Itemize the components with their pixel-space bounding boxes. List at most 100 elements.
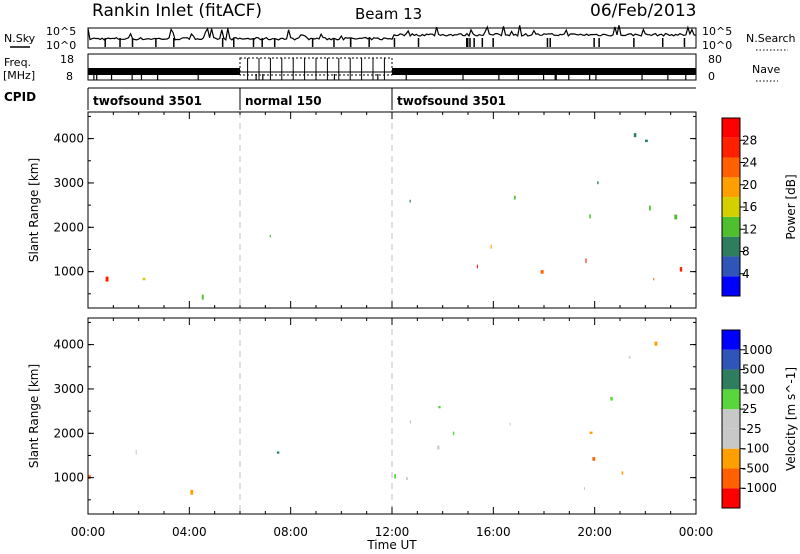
x-tick-label: 08:00 [273, 525, 308, 539]
power-ylabel: Slant Range [km] [27, 158, 41, 262]
echo-cell [409, 199, 411, 203]
x-tick-label: 00:00 [679, 525, 714, 539]
echo-cell [589, 431, 593, 434]
colorbar-tick-label: 24 [742, 156, 757, 170]
echo-cell [438, 405, 441, 409]
nave-tick-bottom: 0 [708, 70, 715, 83]
y-tick-label: 4000 [53, 132, 84, 146]
echo-cell [649, 205, 651, 211]
date-label: 06/Feb/2013 [590, 1, 696, 21]
echo-cell [674, 214, 678, 220]
colorbar-swatch [722, 177, 740, 198]
velocity-ylabel: Slant Range [km] [27, 364, 41, 468]
y-tick-label: 3000 [53, 382, 84, 396]
colorbar-tick-label: 4 [742, 267, 750, 281]
echo-cell [142, 277, 146, 281]
colorbar-tick-label: -25 [742, 422, 762, 436]
echo-cell [437, 445, 440, 450]
colorbar-swatch [722, 369, 740, 390]
colorbar-swatch [722, 236, 740, 257]
echo-cell [592, 457, 596, 461]
colorbar-tick-label: 1000 [742, 343, 773, 357]
freq-unit-label: [MHz] [3, 69, 35, 82]
echo-cell [135, 449, 137, 455]
velocity-colorbar: Velocity [m s^-1] -1000 -500 -100 -25 25 100 5… [721, 329, 798, 509]
echo-cell [540, 270, 544, 274]
noise-tick-bottom: 10^0 [46, 39, 76, 52]
echo-cell [583, 487, 585, 490]
freq-tick-bottom: 8 [66, 70, 73, 83]
colorbar-tick-label: 100 [742, 382, 765, 396]
cpid-segment-label: normal 150 [245, 94, 322, 108]
x-tick-label: 12:00 [375, 525, 410, 539]
cpid-segment-label: twofsound 3501 [397, 94, 506, 108]
echo-cell [201, 294, 204, 300]
echo-cell [490, 244, 492, 249]
colorbar-swatch [722, 349, 740, 370]
echo-cell [628, 356, 631, 359]
x-tick-label: 04:00 [172, 525, 207, 539]
echo-cell [654, 341, 658, 346]
freq-label: Freq. [4, 56, 31, 69]
nsearch-label: N.Search [746, 32, 796, 45]
echo-cell [621, 471, 624, 475]
freq-band-1 [88, 68, 240, 75]
y-tick-label: 2000 [53, 426, 84, 440]
power-scatter: 1000 2000 3000 4000 [53, 112, 697, 308]
noise-tick-top-right: 10^5 [702, 25, 732, 38]
echo-cell [589, 214, 591, 219]
colorbar-tick-label: 28 [742, 133, 757, 147]
noise-trace [87, 25, 697, 47]
x-axis-label: Time UT [366, 538, 417, 552]
colorbar-swatch [722, 256, 740, 277]
noise-panel-frame [87, 27, 697, 49]
x-tick-label: 16:00 [476, 525, 511, 539]
colorbar-tick-label: -1000 [742, 481, 777, 495]
nave-tick-top: 80 [708, 53, 722, 66]
colorbar-tick-label: -500 [742, 461, 769, 475]
echo-cell [645, 139, 648, 143]
colorbar-swatch [722, 276, 740, 296]
echo-cell [679, 267, 683, 272]
colorbar-swatch [722, 137, 740, 158]
freq-panel: 18 8 80 0 [60, 53, 722, 83]
x-tick-label: 20:00 [577, 525, 612, 539]
colorbar-swatch [722, 468, 740, 489]
colorbar-tick-label: 20 [742, 178, 757, 192]
colorbar-swatch [722, 330, 740, 350]
colorbar-tick-label: 12 [742, 222, 757, 236]
y-tick-label: 3000 [53, 176, 84, 190]
freq-panel-frame [87, 53, 697, 81]
echo-cell [610, 396, 613, 401]
cpid-panel: twofsound 3501 normal 150 twofsound 3501 [87, 87, 696, 110]
noise-tick-top: 10^5 [46, 25, 76, 38]
colorbar-swatch [722, 488, 740, 508]
velocity-panel: 1000 2000 3000 4000 Slant Range [km] 00:00 0… [27, 317, 714, 539]
freq-trace [88, 57, 696, 80]
echo-cell [513, 195, 516, 200]
colorbar-tick-label: 25 [742, 402, 757, 416]
velocity-panel-frame [87, 317, 697, 515]
colorbar-swatch [722, 448, 740, 469]
colorbar-swatch [722, 118, 740, 138]
echo-cell [509, 422, 511, 426]
colorbar-tick-label: 16 [742, 200, 757, 214]
y-tick-label: 1000 [53, 471, 84, 485]
y-tick-label: 2000 [53, 220, 84, 234]
freq-tick-top: 18 [60, 53, 74, 66]
echo-cell [394, 474, 396, 479]
velocity-scatter: 1000 2000 3000 4000 [53, 318, 697, 514]
power-colorbar-label: Power [dB] [784, 174, 798, 239]
y-tick-label: 4000 [53, 338, 84, 352]
colorbar-tick-label: -100 [742, 442, 769, 456]
power-panel-frame [87, 111, 697, 309]
colorbar-swatch [722, 216, 740, 237]
radar-title: Rankin Inlet (fitACF) [92, 1, 262, 21]
cpid-segment-label: twofsound 3501 [93, 94, 202, 108]
echo-cell [276, 451, 280, 454]
freq-band-2 [392, 68, 696, 75]
noise-tick-bottom-right: 10^0 [702, 39, 732, 52]
nave-label: Nave [752, 63, 780, 76]
noise-line [87, 25, 697, 42]
